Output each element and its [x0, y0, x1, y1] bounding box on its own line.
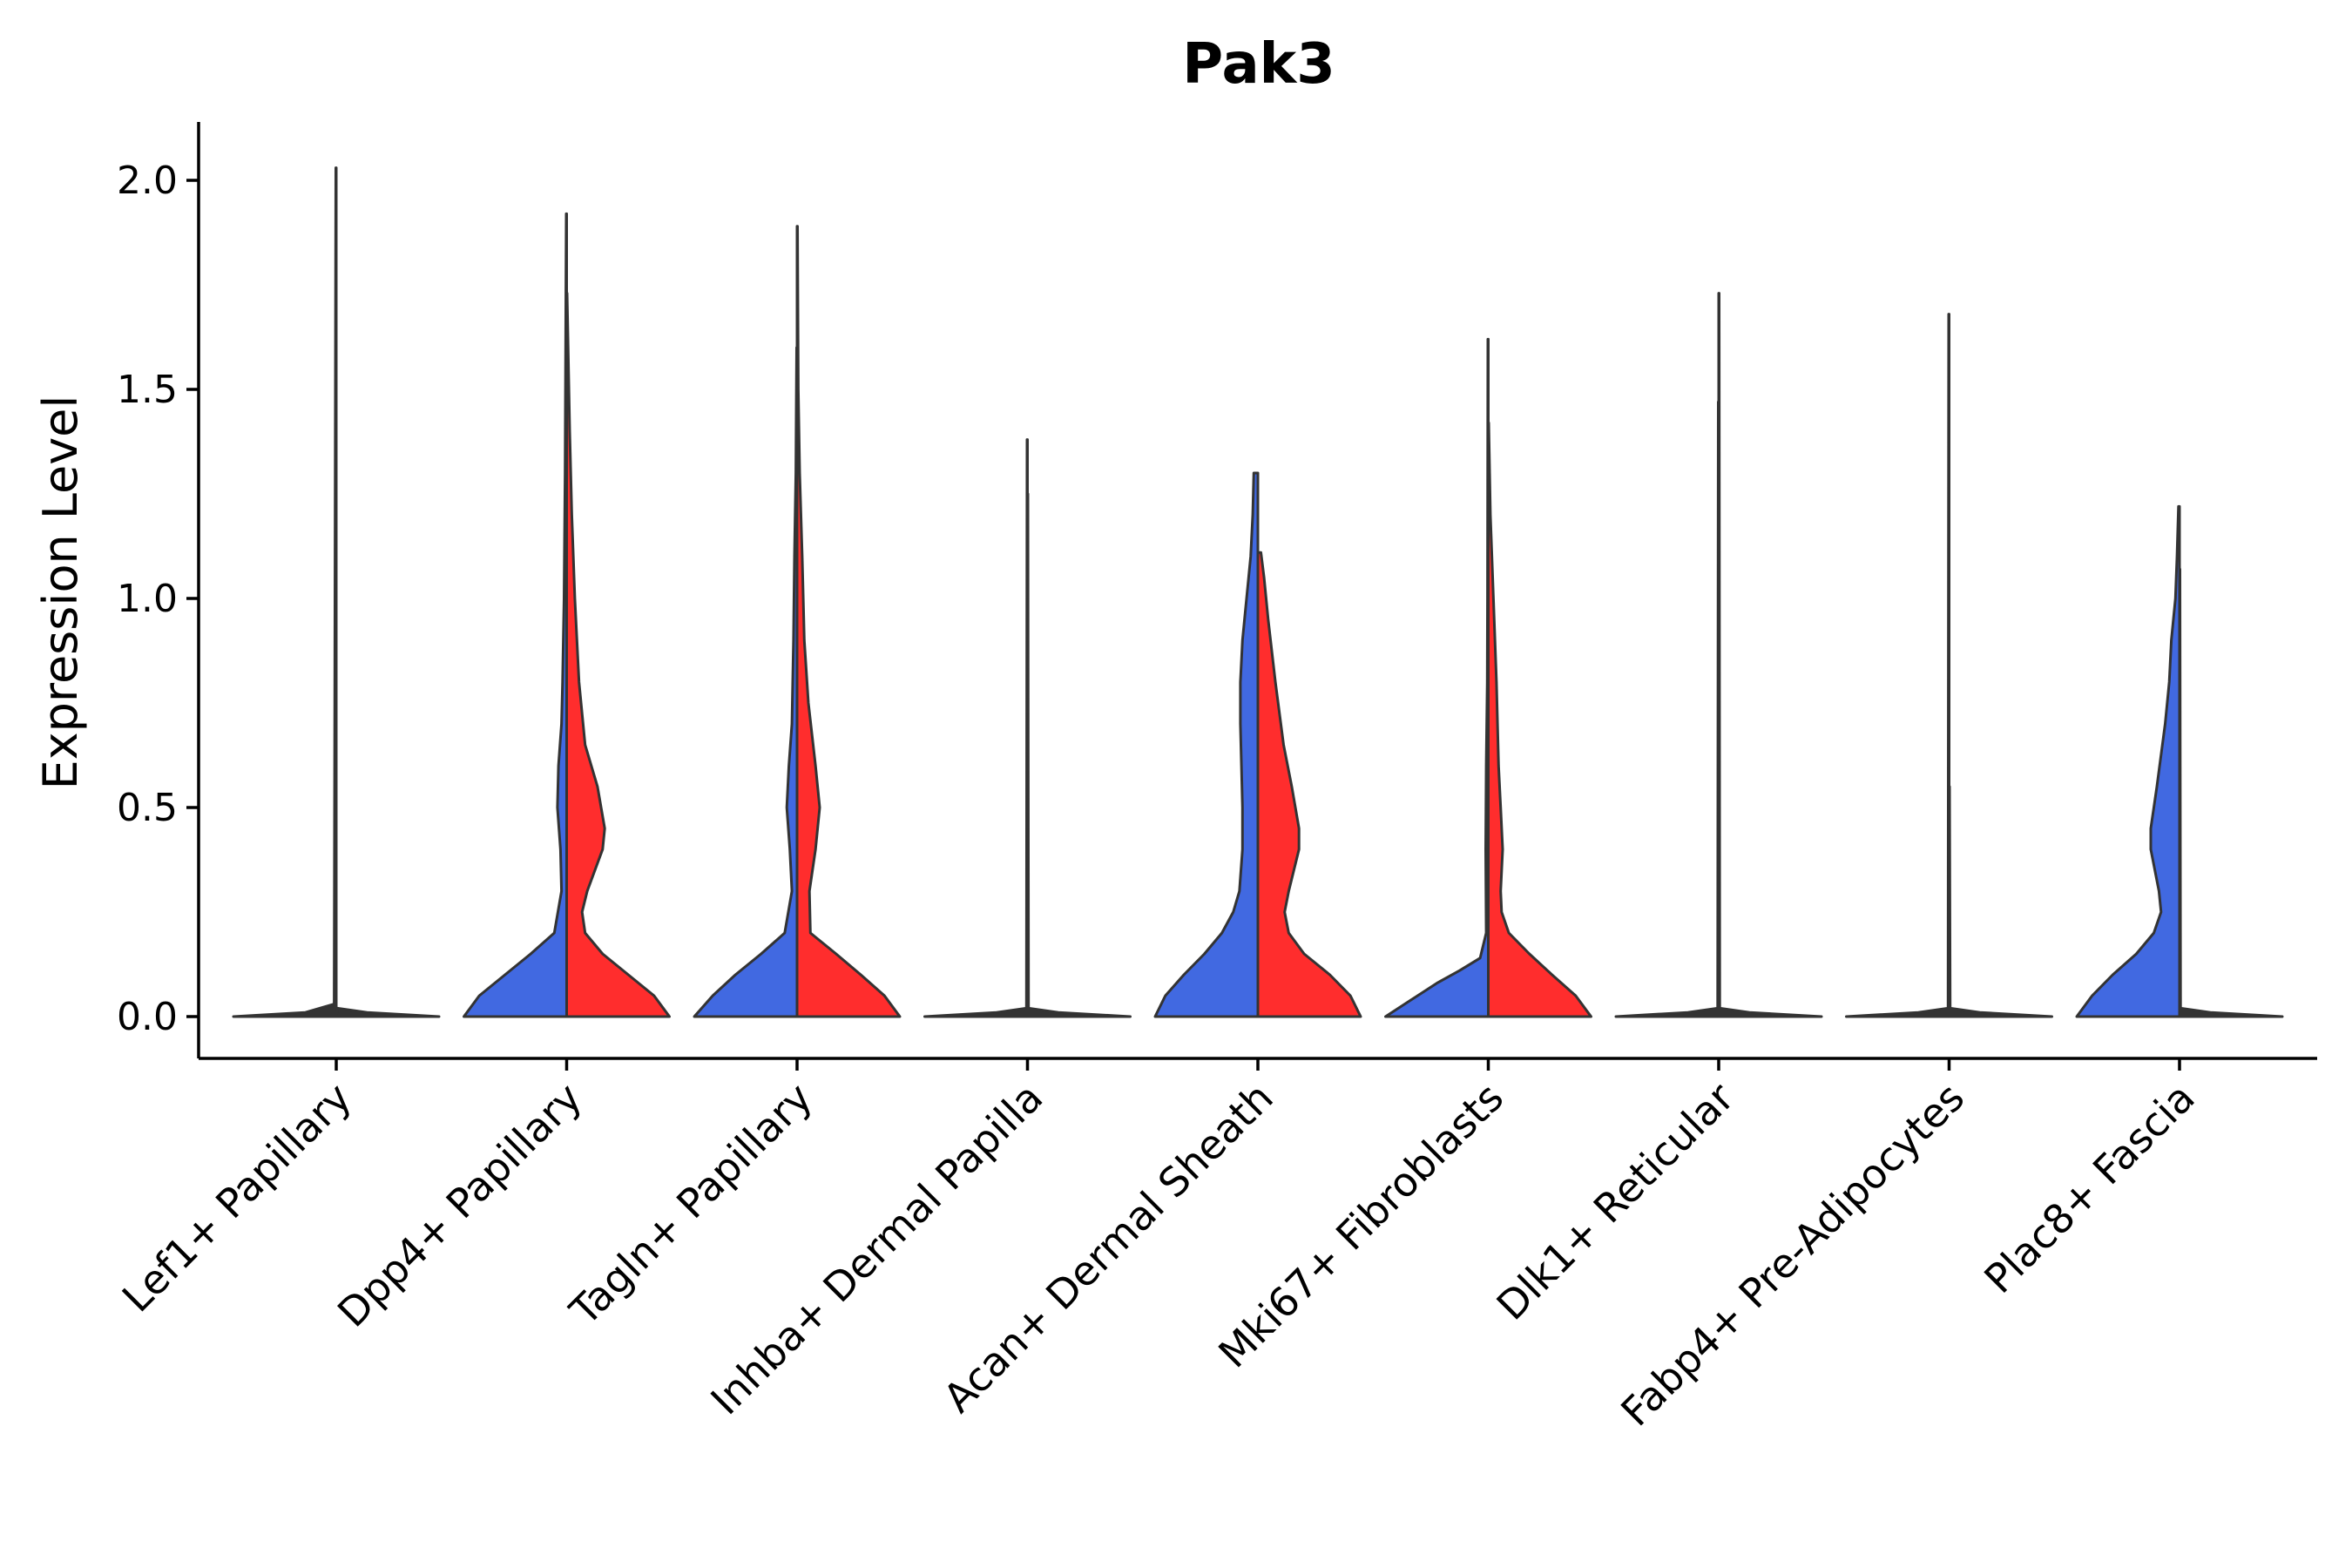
- violin-right-4: [1026, 492, 1132, 1018]
- violin-right-3: [795, 225, 902, 1018]
- y-axis-label: Expression Level: [33, 395, 88, 790]
- violin-right-7: [1717, 292, 1823, 1018]
- violin-right-5: [1256, 551, 1362, 1018]
- y-tick-label: 1.5: [117, 368, 178, 412]
- violin-right-6: [1487, 421, 1592, 1018]
- violin-left-9: [2075, 504, 2181, 1018]
- violin-left-6: [1384, 337, 1490, 1018]
- violin-left-1: [232, 166, 338, 1018]
- y-tick-label: 2.0: [117, 159, 178, 203]
- violin-right-8: [1948, 785, 2053, 1018]
- y-tick-label: 0.5: [117, 786, 178, 830]
- violin-right-1: [335, 1006, 441, 1018]
- violin-right-9: [2178, 567, 2284, 1018]
- violin-left-5: [1153, 471, 1260, 1018]
- violin-right-2: [565, 292, 671, 1018]
- violin-group: [232, 166, 2284, 1018]
- y-tick-label: 0.0: [117, 995, 178, 1039]
- chart-title: Pak3: [1182, 32, 1335, 97]
- y-tick-label: 1.0: [117, 577, 178, 621]
